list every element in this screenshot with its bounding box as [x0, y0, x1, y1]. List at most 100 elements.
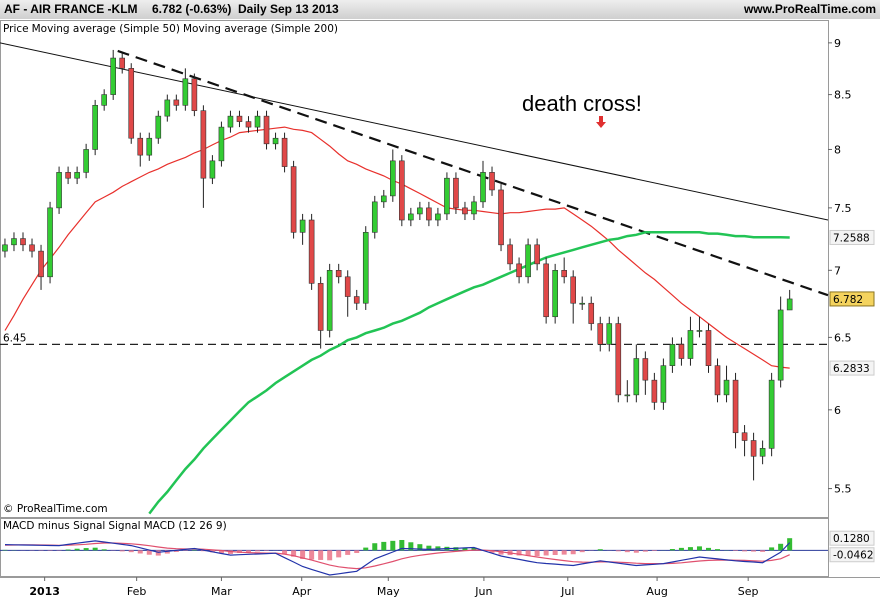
- candle-body: [750, 440, 757, 457]
- x-tick-label: Jun: [474, 585, 492, 598]
- value-box: [829, 229, 875, 245]
- price-panel: [0, 20, 829, 518]
- candle-body: [399, 160, 405, 221]
- histogram-bar: [227, 550, 233, 554]
- y-tick-label: 8.5: [834, 89, 852, 102]
- candle-body: [182, 78, 189, 106]
- histogram-bar: [390, 540, 396, 551]
- histogram-bar: [74, 548, 80, 551]
- symbol: AF - AIR FRANCE -KLM: [4, 2, 138, 16]
- candle-body: [299, 219, 306, 233]
- annotation: death cross!: [522, 91, 642, 116]
- candle-body: [380, 195, 387, 203]
- histogram-bar: [696, 546, 702, 551]
- candle-body: [335, 270, 342, 278]
- candle-body: [390, 160, 396, 197]
- histogram-bar: [119, 550, 125, 552]
- candle-body: [101, 94, 107, 106]
- candle-body: [47, 207, 53, 278]
- candle-body: [561, 270, 567, 278]
- candle-body: [687, 330, 694, 359]
- candle-body: [507, 244, 513, 265]
- candle-body: [353, 296, 360, 304]
- level-label: 6.45: [3, 332, 26, 344]
- trendline: [0, 42, 829, 221]
- macd-line: [4, 542, 790, 570]
- x-tick-label: Feb: [127, 585, 146, 598]
- histogram-bar: [435, 546, 441, 551]
- histogram-bar: [164, 550, 170, 554]
- histogram-bar: [83, 548, 89, 551]
- candle-body: [92, 105, 98, 150]
- x-tick-label: Jul: [560, 585, 574, 598]
- histogram-bar: [615, 550, 621, 552]
- candle-body: [633, 358, 640, 396]
- candle-body: [281, 137, 288, 167]
- candle-body: [525, 244, 531, 278]
- legend-entry: Signal: [108, 520, 140, 532]
- candle-body: [786, 298, 793, 311]
- macd-line: [4, 540, 791, 576]
- histogram-bar: [462, 547, 468, 551]
- y-tick-label: 8: [834, 143, 841, 156]
- histogram-bar: [787, 538, 793, 551]
- histogram-bar: [678, 547, 684, 551]
- candle-body: [146, 137, 153, 156]
- candle-body: [552, 270, 558, 318]
- value-box: [829, 547, 875, 563]
- candle-body: [236, 115, 243, 122]
- candle-body: [290, 166, 297, 233]
- candle-body: [362, 232, 369, 304]
- y-tick-label: 6: [834, 404, 841, 417]
- candle-body: [417, 207, 423, 215]
- candle-body: [308, 219, 315, 284]
- legend-price: Price: [3, 23, 29, 35]
- candle-body: [200, 110, 207, 179]
- candle-body: [74, 172, 80, 179]
- legend-entry: Moving average (Simple 200): [183, 23, 338, 35]
- candle-body: [173, 99, 180, 106]
- candle-body: [462, 207, 468, 215]
- histogram-bar: [426, 545, 432, 551]
- candle-body: [741, 432, 748, 441]
- histogram-bar: [769, 547, 775, 551]
- histogram-bar: [579, 550, 585, 553]
- candle-body: [651, 379, 658, 403]
- histogram-bar: [381, 541, 387, 551]
- histogram-bar: [101, 549, 107, 551]
- candle-body: [732, 379, 739, 434]
- histogram-bar: [778, 543, 784, 551]
- candle-body: [263, 115, 270, 145]
- macd-panel: [0, 518, 829, 577]
- source: www.ProRealTime.com: [743, 2, 876, 16]
- histogram-bar: [65, 549, 71, 551]
- candle-body: [128, 68, 135, 139]
- histogram-bar: [597, 549, 603, 551]
- candle-body: [534, 244, 540, 265]
- candle-body: [209, 160, 216, 179]
- quote: 6.782 (-0.63%): [152, 2, 231, 16]
- candle-body: [705, 330, 712, 366]
- legend-entry: MACD minus Signal: [3, 520, 105, 532]
- copyright: © ProRealTime.com: [3, 503, 108, 515]
- y-tick-label: 7: [834, 264, 841, 277]
- candle-body: [227, 115, 234, 128]
- histogram-bar: [552, 550, 558, 556]
- candle-body: [2, 244, 8, 252]
- candle-body: [38, 250, 44, 278]
- histogram-bar: [489, 550, 495, 553]
- histogram-bar: [733, 550, 739, 551]
- histogram-bar: [327, 550, 333, 561]
- candle-body: [723, 379, 730, 396]
- histogram-bar: [336, 550, 342, 558]
- candle-body: [65, 172, 71, 179]
- candle-body: [245, 121, 252, 128]
- candle-body: [543, 263, 549, 318]
- header-bar: [0, 0, 880, 19]
- y-tick-label: 9: [834, 37, 841, 50]
- histogram-bar: [471, 547, 477, 551]
- candle-body: [498, 189, 504, 246]
- histogram-bar: [516, 550, 522, 556]
- value-box: [829, 360, 875, 376]
- y-tick-label: 5.5: [834, 483, 852, 496]
